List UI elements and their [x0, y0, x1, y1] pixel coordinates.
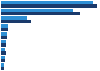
- Bar: [1, 59, 5, 62]
- Bar: [1, 12, 80, 15]
- Bar: [1, 56, 5, 59]
- Bar: [1, 9, 73, 12]
- Bar: [1, 43, 6, 47]
- Bar: [1, 24, 8, 28]
- Bar: [1, 4, 97, 8]
- Bar: [1, 67, 4, 70]
- Bar: [1, 48, 5, 51]
- Bar: [1, 51, 6, 55]
- Bar: [1, 32, 7, 36]
- Bar: [1, 28, 8, 31]
- Bar: [1, 36, 7, 39]
- Bar: [1, 1, 93, 4]
- Bar: [1, 40, 6, 43]
- Bar: [1, 16, 27, 20]
- Bar: [1, 20, 31, 23]
- Bar: [1, 63, 4, 67]
